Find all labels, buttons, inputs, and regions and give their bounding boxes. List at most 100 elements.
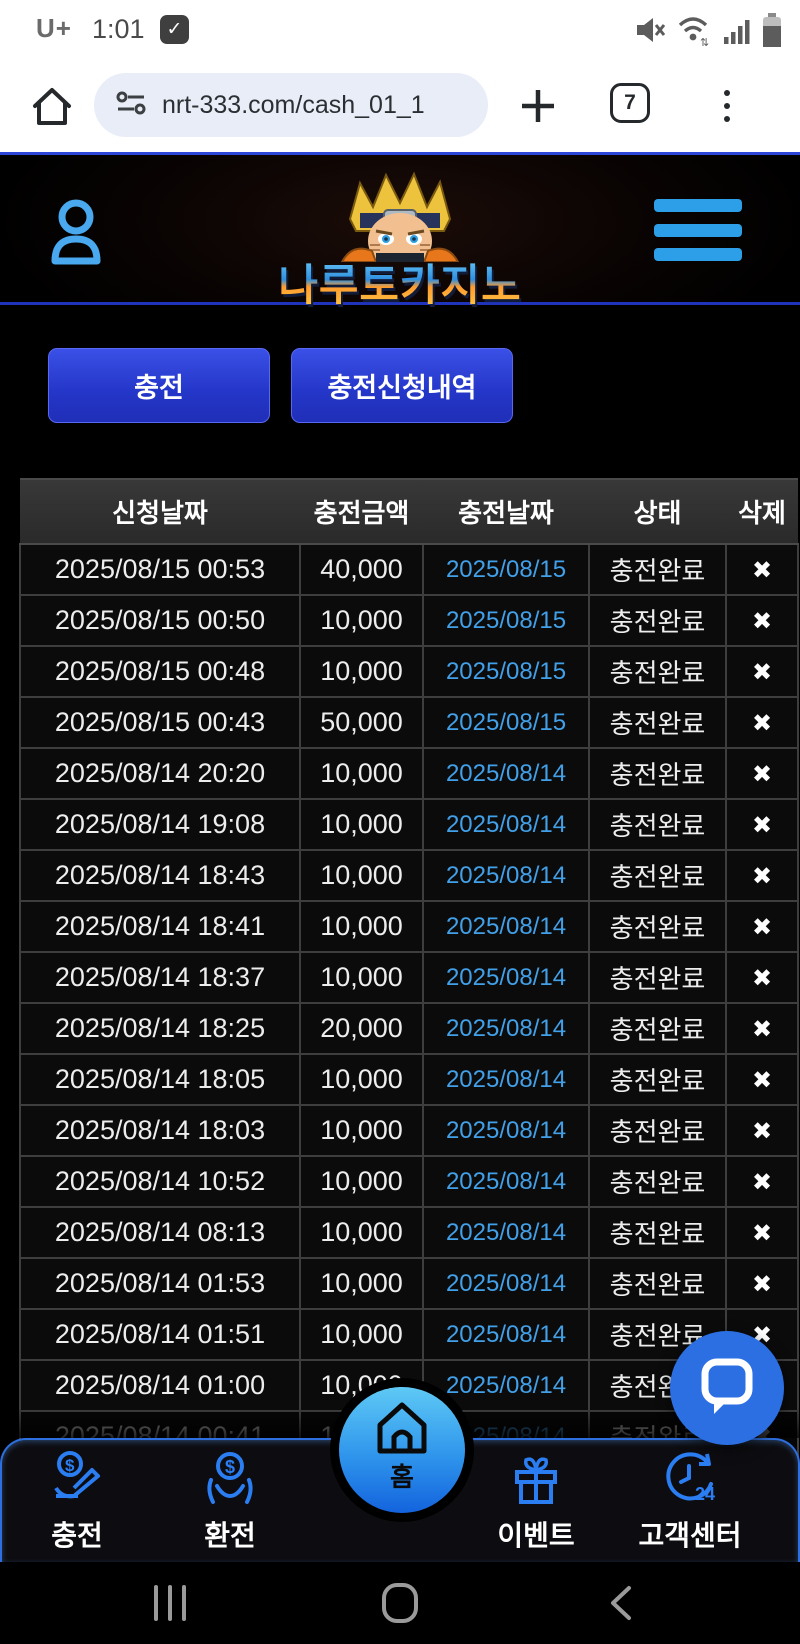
delete-button[interactable]: ✖	[751, 608, 773, 635]
request-date-cell: 2025/08/15 00:48	[19, 645, 301, 698]
delete-button[interactable]: ✖	[751, 1220, 773, 1247]
amount-cell: 50,000	[299, 696, 424, 749]
new-tab-icon[interactable]	[516, 84, 560, 128]
amount-cell: 10,000	[299, 1257, 424, 1310]
table-row: 2025/08/14 08:13 10,000 2025/08/14 충전완료 …	[19, 1206, 799, 1259]
delete-button[interactable]: ✖	[751, 557, 773, 584]
status-cell: 충전완료	[588, 1002, 727, 1055]
profile-icon[interactable]	[50, 195, 102, 267]
signal-icon	[723, 13, 753, 52]
deposit-date-cell: 2025/08/15	[422, 645, 590, 698]
browser-home-icon[interactable]	[28, 82, 76, 130]
amount-cell: 10,000	[299, 798, 424, 851]
delete-button[interactable]: ✖	[751, 1016, 773, 1043]
delete-button[interactable]: ✖	[751, 1271, 773, 1298]
nav-label: 환전	[204, 1520, 256, 1551]
request-date-cell: 2025/08/14 10:52	[19, 1155, 301, 1208]
status-cell: 충전완료	[588, 1104, 727, 1157]
svg-text:$: $	[225, 1457, 235, 1477]
delete-button[interactable]: ✖	[751, 914, 773, 941]
naruto-character-image	[280, 157, 520, 269]
browser-menu-icon[interactable]	[712, 84, 742, 128]
status-cell: 충전완료	[588, 1257, 727, 1310]
table-row: 2025/08/14 20:20 10,000 2025/08/14 충전완료 …	[19, 747, 799, 800]
header-delete: 삭제	[726, 478, 798, 545]
request-date-cell: 2025/08/15 00:43	[19, 696, 301, 749]
table-header-row: 신청날짜 충전금액 충전날짜 상태 삭제	[20, 478, 798, 545]
delete-button[interactable]: ✖	[751, 710, 773, 737]
site-logo[interactable]: 나루토카지노	[230, 155, 570, 310]
amount-cell: 10,000	[299, 849, 424, 902]
deposit-date-cell: 2025/08/14	[422, 1257, 590, 1310]
table-row: 2025/08/14 01:53 10,000 2025/08/14 충전완료 …	[19, 1257, 799, 1310]
delete-button[interactable]: ✖	[751, 1067, 773, 1094]
nav-item-exchange[interactable]: $ 환전	[170, 1450, 290, 1554]
svg-text:⇅: ⇅	[700, 37, 709, 47]
status-cell: 충전완료	[588, 696, 727, 749]
wifi-icon: ⇅	[676, 13, 714, 52]
delete-button[interactable]: ✖	[751, 1169, 773, 1196]
chat-widget-button[interactable]	[670, 1331, 784, 1445]
delete-button[interactable]: ✖	[751, 1118, 773, 1145]
delete-button[interactable]: ✖	[751, 965, 773, 992]
status-cell: 충전완료	[588, 900, 727, 953]
nav-item-support[interactable]: 24 고객센터	[630, 1450, 750, 1554]
svg-text:24: 24	[695, 1484, 715, 1504]
nav-item-deposit[interactable]: $ 충전	[17, 1450, 137, 1554]
back-key[interactable]	[560, 1562, 680, 1644]
status-cell: 충전완료	[588, 798, 727, 851]
delete-button[interactable]: ✖	[751, 761, 773, 788]
table-row: 2025/08/15 00:50 10,000 2025/08/15 충전완료 …	[19, 594, 799, 647]
deposit-date-cell: 2025/08/14	[422, 1206, 590, 1259]
status-cell: 충전완료	[588, 645, 727, 698]
svg-text:$: $	[65, 1456, 75, 1475]
delete-button[interactable]: ✖	[751, 812, 773, 839]
exchange-hands-icon: $	[170, 1450, 290, 1506]
nav-item-home[interactable]: 홈	[339, 1387, 465, 1513]
request-date-cell: 2025/08/15 00:53	[19, 543, 301, 596]
deposit-button[interactable]: 충전	[48, 348, 270, 423]
url-bar[interactable]: nrt-333.com/cash_01_1	[94, 73, 488, 137]
status-time: 1:01	[92, 14, 145, 44]
table-row: 2025/08/15 00:53 40,000 2025/08/15 충전완료 …	[19, 543, 799, 596]
amount-cell: 10,000	[299, 1104, 424, 1157]
header-amount: 충전금액	[300, 478, 423, 545]
site-header: 나루토카지노	[0, 155, 800, 310]
table-row: 2025/08/14 18:03 10,000 2025/08/14 충전완료 …	[19, 1104, 799, 1157]
table-row: 2025/08/15 00:43 50,000 2025/08/15 충전완료 …	[19, 696, 799, 749]
amount-cell: 10,000	[299, 747, 424, 800]
amount-cell: 10,000	[299, 645, 424, 698]
nav-item-events[interactable]: 이벤트	[476, 1450, 596, 1554]
status-cell: 충전완료	[588, 1155, 727, 1208]
amount-cell: 10,000	[299, 900, 424, 953]
carrier-label: U+	[36, 13, 72, 43]
nav-label: 충전	[51, 1520, 103, 1551]
action-buttons: 충전 충전신청내역	[48, 348, 513, 423]
request-date-cell: 2025/08/14 19:08	[19, 798, 301, 851]
tab-switcher-button[interactable]: 7	[610, 83, 650, 123]
status-cell: 충전완료	[588, 849, 727, 902]
amount-cell: 10,000	[299, 1206, 424, 1259]
table-row: 2025/08/14 18:41 10,000 2025/08/14 충전완료 …	[19, 900, 799, 953]
deposit-history-button[interactable]: 충전신청내역	[291, 348, 513, 423]
status-cell: 충전완료	[588, 594, 727, 647]
home-key[interactable]	[340, 1562, 460, 1644]
status-cell: 충전완료	[588, 951, 727, 1004]
deposit-date-cell: 2025/08/14	[422, 951, 590, 1004]
recents-key[interactable]	[110, 1562, 230, 1644]
delete-button[interactable]: ✖	[751, 659, 773, 686]
delete-button[interactable]: ✖	[751, 863, 773, 890]
hamburger-menu-icon[interactable]	[654, 199, 742, 261]
site-logo-text: 나루토카지노	[230, 251, 570, 313]
deposit-date-cell: 2025/08/14	[422, 849, 590, 902]
site-settings-icon[interactable]	[114, 88, 148, 123]
deposit-date-cell: 2025/08/14	[422, 1155, 590, 1208]
request-date-cell: 2025/08/14 01:00	[19, 1359, 301, 1412]
amount-cell: 10,000	[299, 1053, 424, 1106]
amount-cell: 20,000	[299, 1002, 424, 1055]
table-row: 2025/08/15 00:48 10,000 2025/08/15 충전완료 …	[19, 645, 799, 698]
nav-label: 홈	[390, 1462, 414, 1492]
amount-cell: 10,000	[299, 594, 424, 647]
deposit-date-cell: 2025/08/15	[422, 696, 590, 749]
